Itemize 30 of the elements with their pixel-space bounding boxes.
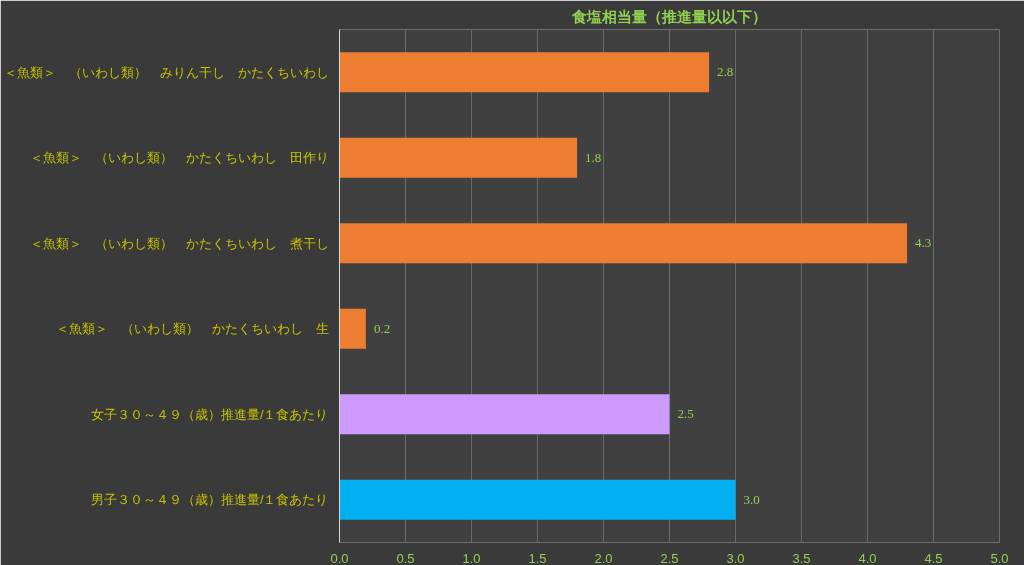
x-tick-label: 0.0 xyxy=(330,550,349,565)
x-tick-label: 2.5 xyxy=(660,550,679,565)
bar xyxy=(339,52,710,93)
y-tick-label: 男子３０～４９（歳）推進量/１食あたり xyxy=(90,492,329,508)
data-label: 1.8 xyxy=(585,149,602,165)
y-tick-label: ＜魚類＞ （いわし類） かたくちいわし 田作り xyxy=(29,150,329,166)
data-label: 4.3 xyxy=(915,235,932,251)
y-tick-label: ＜魚類＞ （いわし類） かたくちいわし 煮干し xyxy=(29,235,329,251)
x-tick-label: 1.0 xyxy=(462,550,481,565)
x-tick-label: 4.5 xyxy=(924,550,943,565)
bar xyxy=(339,137,578,178)
x-tick-label: 0.5 xyxy=(396,550,415,565)
y-tick-label: ＜魚類＞ （いわし類） かたくちいわし 生 xyxy=(55,321,329,337)
bar xyxy=(339,479,736,520)
x-tick-label: 5.0 xyxy=(990,550,1009,565)
x-tick-label: 4.0 xyxy=(858,550,877,565)
data-label: 2.5 xyxy=(677,406,694,422)
data-label: 2.8 xyxy=(717,64,734,80)
x-tick-label: 3.0 xyxy=(726,550,745,565)
x-tick-label: 3.5 xyxy=(792,550,811,565)
chart-title: 食塩相当量（推進量以以下） xyxy=(571,7,767,25)
data-label: 3.0 xyxy=(743,491,760,507)
bar xyxy=(339,394,670,435)
data-label: 0.2 xyxy=(373,320,391,336)
y-tick-label: ＜魚類＞ （いわし類） みりん干し かたくちいわし xyxy=(3,64,329,80)
x-tick-label: 1.5 xyxy=(528,550,547,565)
x-tick-label: 2.0 xyxy=(594,550,613,565)
bar xyxy=(339,308,366,349)
bar xyxy=(339,223,908,264)
y-tick-label: 女子３０～４９（歳）推進量/１食あたり xyxy=(90,406,329,422)
